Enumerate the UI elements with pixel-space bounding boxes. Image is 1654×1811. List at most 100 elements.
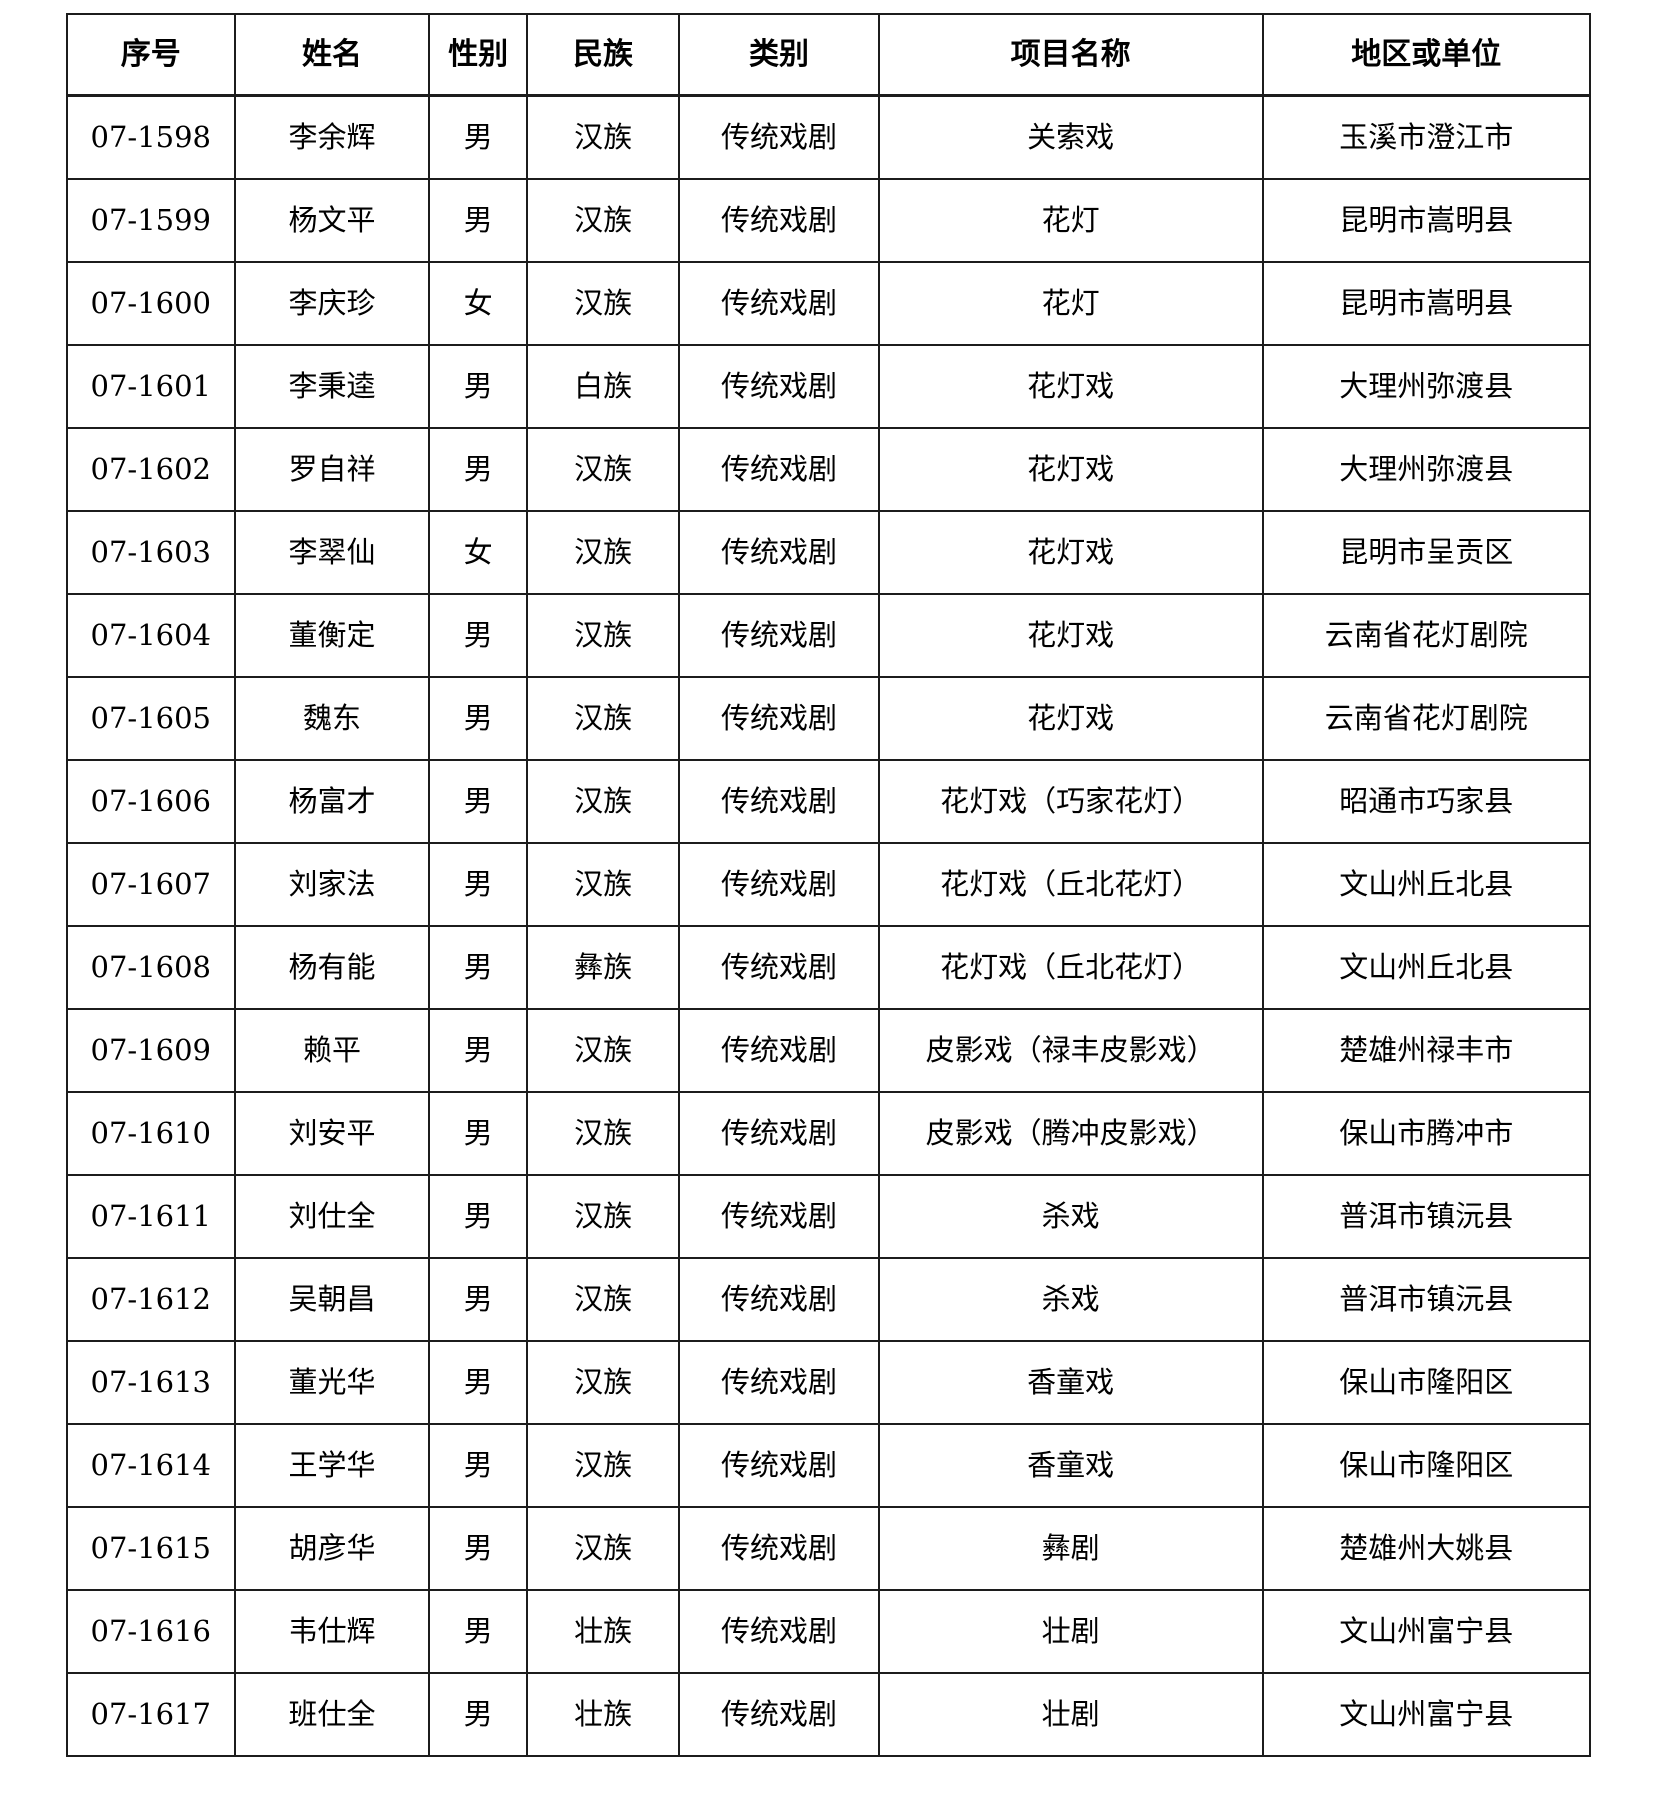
table-cell-id: 07-1604 (66, 593, 236, 678)
table-cell-name: 吴朝昌 (233, 1257, 431, 1342)
table-cell-gender: 男 (428, 676, 528, 761)
table-cell-name: 杨有能 (233, 925, 431, 1010)
table-row: 07-1609 赖平男汉族 传统戏剧 皮影戏（禄丰皮影戏） 楚雄州禄丰市 (66, 1008, 1592, 1093)
table-row: 07-1612 吴朝昌男汉族 传统戏剧 杀戏 普洱市镇沅县 (66, 1257, 1592, 1342)
table-cell-ethnicity: 壮族 (525, 1589, 681, 1674)
table-cell-region: 云南省花灯剧院 (1261, 593, 1592, 678)
table-cell-gender: 男 (428, 178, 528, 263)
table-cell-name: 罗自祥 (233, 427, 431, 512)
table-row: 07-1610 刘安平男汉族 传统戏剧 皮影戏（腾冲皮影戏） 保山市腾冲市 (66, 1091, 1592, 1176)
table-cell-id: 07-1602 (66, 427, 236, 512)
table-cell-gender: 男 (428, 1257, 528, 1342)
table-cell-region: 大理州弥渡县 (1261, 344, 1592, 429)
table-cell-ethnicity: 汉族 (525, 759, 681, 844)
table-cell-ethnicity: 汉族 (525, 1340, 681, 1425)
table-cell-ethnicity: 汉族 (525, 178, 681, 263)
table-cell-category: 传统戏剧 (678, 1506, 880, 1591)
table-cell-name: 刘家法 (233, 842, 431, 927)
table-cell-name: 杨富才 (233, 759, 431, 844)
table-cell-category: 传统戏剧 (678, 261, 880, 346)
table-row: 07-1603 李翠仙女汉族 传统戏剧 花灯戏 昆明市呈贡区 (66, 510, 1592, 595)
table-cell-region: 昆明市嵩明县 (1261, 261, 1592, 346)
table-cell-id: 07-1607 (66, 842, 236, 927)
table-cell-gender: 男 (428, 1506, 528, 1591)
table-cell-name: 李秉逵 (233, 344, 431, 429)
table-cell-name: 班仕全 (233, 1672, 431, 1757)
table-cell-name: 王学华 (233, 1423, 431, 1508)
table-row: 07-1615 胡彦华男汉族 传统戏剧 彝剧 楚雄州大姚县 (66, 1506, 1592, 1591)
table-cell-category: 传统戏剧 (678, 1257, 880, 1342)
table-cell-category: 传统戏剧 (678, 676, 880, 761)
table-cell-project: 花灯 (877, 178, 1264, 263)
table-row: 07-1611 刘仕全男汉族 传统戏剧 杀戏 普洱市镇沅县 (66, 1174, 1592, 1259)
table-row: 07-1604 董衡定男汉族 传统戏剧 花灯戏 云南省花灯剧院 (66, 593, 1592, 678)
table-cell-id: 07-1600 (66, 261, 236, 346)
table-cell-category: 传统戏剧 (678, 1672, 880, 1757)
table-cell-project: 壮剧 (877, 1589, 1264, 1674)
table-cell-region: 保山市腾冲市 (1261, 1091, 1592, 1176)
table-cell-gender: 男 (428, 1091, 528, 1176)
table-cell-project: 皮影戏（腾冲皮影戏） (877, 1091, 1264, 1176)
table-cell-ethnicity: 汉族 (525, 261, 681, 346)
column-header-ethnicity: 民族 (525, 13, 681, 97)
table-cell-gender: 男 (428, 1672, 528, 1757)
table-cell-name: 董光华 (233, 1340, 431, 1425)
table-cell-gender: 男 (428, 925, 528, 1010)
table-cell-project: 杀戏 (877, 1174, 1264, 1259)
table-cell-category: 传统戏剧 (678, 344, 880, 429)
table-cell-project: 关索戏 (877, 94, 1264, 180)
table-cell-id: 07-1616 (66, 1589, 236, 1674)
table-cell-category: 传统戏剧 (678, 510, 880, 595)
table-cell-project: 香童戏 (877, 1423, 1264, 1508)
table-cell-gender: 男 (428, 1340, 528, 1425)
table-cell-id: 07-1599 (66, 178, 236, 263)
table-cell-project: 花灯戏 (877, 344, 1264, 429)
table-cell-region: 文山州富宁县 (1261, 1672, 1592, 1757)
table-cell-category: 传统戏剧 (678, 178, 880, 263)
table-cell-category: 传统戏剧 (678, 593, 880, 678)
table-cell-category: 传统戏剧 (678, 1340, 880, 1425)
table-cell-ethnicity: 汉族 (525, 510, 681, 595)
table-body: 07-1598 李余辉男汉族 传统戏剧 关索戏 玉溪市澄江市 07-1599 杨文平男汉族传… (66, 94, 1592, 1757)
table-cell-ethnicity: 汉族 (525, 593, 681, 678)
table-cell-category: 传统戏剧 (678, 1174, 880, 1259)
table-cell-region: 昆明市嵩明县 (1261, 178, 1592, 263)
table-row: 07-1608 杨有能男彝族 传统戏剧 花灯戏（丘北花灯） 文山州丘北县 (66, 925, 1592, 1010)
table-row: 07-1605 魏东男汉族 传统戏剧 花灯戏 云南省花灯剧院 (66, 676, 1592, 761)
table-cell-id: 07-1613 (66, 1340, 236, 1425)
table-cell-region: 保山市隆阳区 (1261, 1423, 1592, 1508)
table-row: 07-1598 李余辉男汉族 传统戏剧 关索戏 玉溪市澄江市 (66, 94, 1592, 180)
table-cell-name: 刘安平 (233, 1091, 431, 1176)
table-row: 07-1614 王学华男汉族 传统戏剧 香童戏 保山市隆阳区 (66, 1423, 1592, 1508)
table-cell-category: 传统戏剧 (678, 842, 880, 927)
inheritor-roster-table: 序号 姓名 性别 民族 类别 项目名称 地区或单位 07-1598 李余辉男汉族 传统戏剧 关索戏… (66, 13, 1592, 1757)
table-cell-name: 韦仕辉 (233, 1589, 431, 1674)
table-header-row: 序号 姓名 性别 民族 类别 项目名称 地区或单位 (66, 13, 1592, 97)
table-cell-region: 云南省花灯剧院 (1261, 676, 1592, 761)
table-cell-name: 李余辉 (233, 94, 431, 180)
table-cell-project: 花灯戏 (877, 510, 1264, 595)
table-cell-region: 普洱市镇沅县 (1261, 1257, 1592, 1342)
table-cell-ethnicity: 汉族 (525, 1257, 681, 1342)
table-cell-ethnicity: 汉族 (525, 1174, 681, 1259)
table-cell-id: 07-1615 (66, 1506, 236, 1591)
table-row: 07-1607 刘家法男汉族 传统戏剧 花灯戏（丘北花灯） 文山州丘北县 (66, 842, 1592, 927)
table-cell-region: 文山州丘北县 (1261, 925, 1592, 1010)
table-cell-ethnicity: 汉族 (525, 842, 681, 927)
table-cell-gender: 男 (428, 344, 528, 429)
column-header-gender: 性别 (428, 13, 528, 97)
table-cell-project: 香童戏 (877, 1340, 1264, 1425)
table-cell-category: 传统戏剧 (678, 925, 880, 1010)
table-cell-ethnicity: 汉族 (525, 1423, 681, 1508)
table-cell-gender: 男 (428, 759, 528, 844)
table-cell-ethnicity: 彝族 (525, 925, 681, 1010)
table-cell-ethnicity: 白族 (525, 344, 681, 429)
table-row: 07-1600 李庆珍女汉族 传统戏剧 花灯 昆明市嵩明县 (66, 261, 1592, 346)
table-cell-project: 杀戏 (877, 1257, 1264, 1342)
table-cell-category: 传统戏剧 (678, 1091, 880, 1176)
table-cell-project: 花灯戏 (877, 427, 1264, 512)
table-cell-name: 董衡定 (233, 593, 431, 678)
table-cell-project: 壮剧 (877, 1672, 1264, 1757)
table-cell-id: 07-1610 (66, 1091, 236, 1176)
table-row: 07-1606 杨富才男汉族 传统戏剧 花灯戏（巧家花灯） 昭通市巧家县 (66, 759, 1592, 844)
